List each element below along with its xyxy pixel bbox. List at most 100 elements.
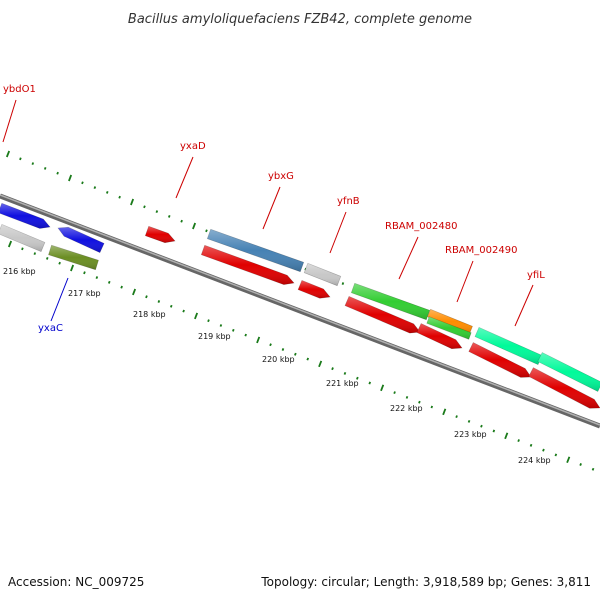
minor-tick [31,162,35,166]
topology-summary: Topology: circular; Length: 3,918,589 bp… [260,575,591,589]
feature-highlight [351,283,430,320]
gene-label[interactable]: RBAM_002490 [445,245,517,256]
feature-highlight [207,229,304,272]
genome-backbone [0,193,600,429]
major-tick [130,198,135,206]
gene-label-leader [175,156,194,199]
major-tick [256,336,261,344]
minor-tick [492,429,496,433]
minor-tick [81,181,84,185]
minor-tick [83,271,86,275]
minor-tick [368,381,372,385]
major-tick [442,408,447,416]
scale-label: 223 kbp [454,430,487,439]
feature-highlight [0,203,50,229]
feature-highlight [145,226,175,243]
feature-highlight [537,352,600,392]
accession-label: Accession: NC_009725 [8,575,144,589]
minor-tick [467,419,471,423]
minor-tick [56,171,59,175]
scale-labels: 216 kbp 217 kbp 218 kbp 219 kbp 220 kbp 221 k… [3,267,551,465]
gene-label-leader [514,284,534,327]
gene-label[interactable]: yxaC [38,323,63,334]
minor-tick [306,357,310,361]
minor-tick [244,333,247,337]
minor-tick [405,395,409,399]
scale-label: 219 kbp [198,332,231,341]
gene-label[interactable]: ybdO1 [3,84,36,95]
minor-tick [207,319,210,323]
major-tick [68,174,73,182]
minor-tick [356,376,359,380]
minor-tick [105,190,109,194]
minor-tick [21,247,24,251]
scale-label: 221 kbp [326,379,359,388]
minor-tick [529,443,533,447]
minor-tick [43,166,47,170]
feature-highlight [427,309,473,334]
scale-label: 222 kbp [390,404,423,413]
feature-highlight [416,323,462,349]
minor-tick [45,256,49,260]
minor-tick [418,400,421,404]
gene-label-leader [2,99,17,143]
major-tick [504,432,509,440]
feature-highlight [58,227,105,253]
minor-tick [143,205,146,209]
minor-tick [331,367,334,371]
minor-tick [343,371,347,375]
feature-highlight [0,224,45,252]
gene-label-leader [456,260,474,303]
gene-label[interactable]: ybxG [268,171,294,182]
minor-tick [157,300,161,303]
gene-labels: ybdO1 yxaD ybxG yfnB RBAM_002480 RBAM_002490y… [2,84,545,334]
gene-label[interactable]: RBAM_002480 [385,221,457,232]
minor-tick [542,448,545,452]
scale-label: 217 kbp [68,289,101,298]
minor-tick [341,282,345,285]
gene-label-leader [50,277,69,322]
minor-tick [58,261,61,265]
major-tick [380,384,385,392]
minor-tick [118,195,121,199]
minor-tick [93,186,97,190]
gene-label[interactable]: yxaD [180,141,206,152]
minor-tick [19,157,22,161]
feature-highlight [468,342,531,378]
feature-highlight [201,245,294,285]
major-tick [318,360,323,368]
minor-tick [33,252,37,256]
gene-label[interactable]: yfnB [337,196,360,207]
scale-label: 218 kbp [133,310,166,319]
major-tick [566,456,571,464]
scale-label: 224 kbp [518,456,551,465]
minor-tick [182,309,185,313]
minor-tick [169,304,173,308]
feature-track [0,202,600,409]
gene-label-leader [329,211,347,254]
minor-tick [219,324,223,327]
major-tick [7,240,13,248]
minor-tick [205,229,208,233]
gene-label[interactable]: yfiL [527,270,545,281]
major-tick [70,264,75,272]
minor-tick [145,295,148,299]
minor-tick [430,405,434,409]
minor-tick [579,463,582,466]
minor-tick [480,424,483,428]
minor-tick [107,280,111,284]
scale-label: 220 kbp [262,355,295,364]
minor-tick [281,348,285,351]
minor-tick [180,219,183,223]
major-tick [194,312,199,320]
minor-tick [155,210,159,214]
feature-highlight [48,245,99,270]
minor-tick [232,328,235,332]
inner-tick-ring [7,240,595,471]
map-title: Bacillus amyloliquefaciens FZB42, comple… [128,12,472,27]
minor-tick [554,453,558,457]
major-tick [5,150,11,158]
minor-tick [294,352,297,356]
